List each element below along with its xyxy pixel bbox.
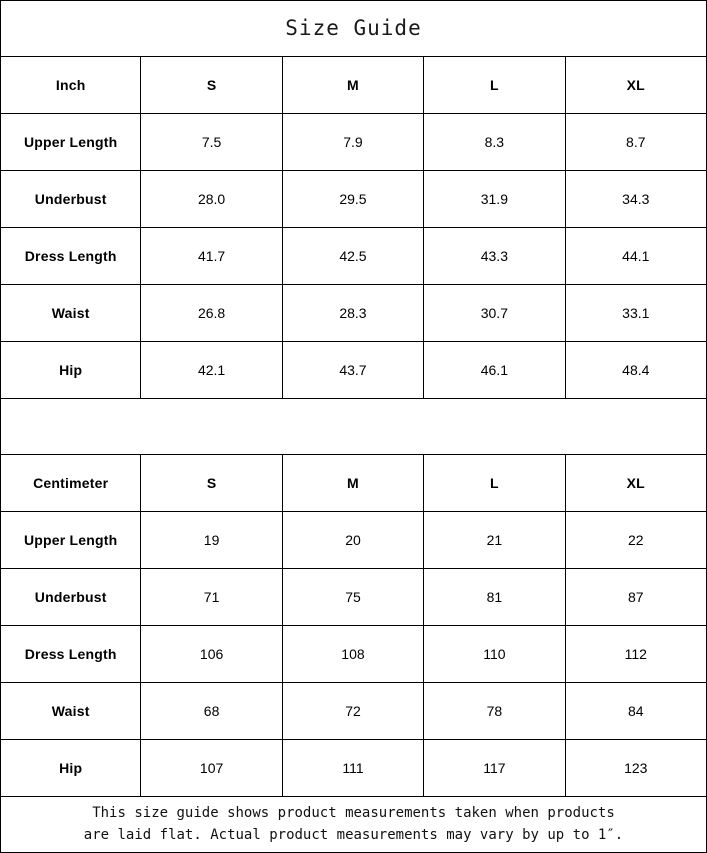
measurement-value: 22 bbox=[564, 511, 707, 569]
header-row-centimeter: Centimeter S M L XL bbox=[0, 454, 707, 512]
spacer-cell bbox=[0, 398, 707, 455]
column-header-l: L bbox=[423, 56, 566, 114]
measurement-value: 28.0 bbox=[140, 170, 283, 228]
measurement-value: 71 bbox=[140, 568, 283, 626]
measurement-value: 31.9 bbox=[423, 170, 566, 228]
measurement-value: 41.7 bbox=[140, 227, 283, 285]
measurement-value: 7.9 bbox=[281, 113, 425, 171]
table-row: Dress Length 106 108 110 112 bbox=[0, 625, 707, 683]
measurement-value: 29.5 bbox=[281, 170, 425, 228]
table-row: Hip 107 111 117 123 bbox=[0, 739, 707, 797]
row-label: Upper Length bbox=[0, 113, 142, 171]
measurement-value: 111 bbox=[281, 739, 425, 797]
measurement-value: 7.5 bbox=[140, 113, 283, 171]
footer-line1: This size guide shows product measuremen… bbox=[92, 804, 615, 821]
table-row: Upper Length 19 20 21 22 bbox=[0, 511, 707, 569]
column-header-m: M bbox=[281, 454, 425, 512]
measurement-value: 112 bbox=[564, 625, 707, 683]
measurement-value: 43.7 bbox=[281, 341, 425, 399]
title-cell: Size Guide bbox=[0, 0, 707, 57]
measurement-value: 19 bbox=[140, 511, 283, 569]
table-row: Upper Length 7.5 7.9 8.3 8.7 bbox=[0, 113, 707, 171]
footer-cell: This size guide shows product measuremen… bbox=[0, 796, 707, 853]
title-row: Size Guide bbox=[0, 0, 707, 57]
measurement-value: 48.4 bbox=[564, 341, 707, 399]
column-header-s: S bbox=[140, 454, 283, 512]
measurement-value: 42.1 bbox=[140, 341, 283, 399]
footer-note: This size guide shows product measuremen… bbox=[11, 803, 696, 846]
measurement-value: 21 bbox=[423, 511, 566, 569]
measurement-value: 8.3 bbox=[423, 113, 566, 171]
column-header-m: M bbox=[281, 56, 425, 114]
table-row: Waist 68 72 78 84 bbox=[0, 682, 707, 740]
row-label: Dress Length bbox=[0, 625, 142, 683]
measurement-value: 20 bbox=[281, 511, 425, 569]
row-label: Hip bbox=[0, 739, 142, 797]
measurement-value: 30.7 bbox=[423, 284, 566, 342]
measurement-value: 44.1 bbox=[564, 227, 707, 285]
table-row: Underbust 71 75 81 87 bbox=[0, 568, 707, 626]
measurement-value: 68 bbox=[140, 682, 283, 740]
column-header-l: L bbox=[423, 454, 566, 512]
row-label: Hip bbox=[0, 341, 142, 399]
measurement-value: 46.1 bbox=[423, 341, 566, 399]
row-label: Underbust bbox=[0, 170, 142, 228]
row-label: Underbust bbox=[0, 568, 142, 626]
measurement-value: 78 bbox=[423, 682, 566, 740]
measurement-value: 43.3 bbox=[423, 227, 566, 285]
measurement-value: 28.3 bbox=[281, 284, 425, 342]
row-label: Upper Length bbox=[0, 511, 142, 569]
row-label: Waist bbox=[0, 284, 142, 342]
column-header-s: S bbox=[140, 56, 283, 114]
measurement-value: 117 bbox=[423, 739, 566, 797]
measurement-value: 106 bbox=[140, 625, 283, 683]
table-row: Dress Length 41.7 42.5 43.3 44.1 bbox=[0, 227, 707, 285]
measurement-value: 75 bbox=[281, 568, 425, 626]
unit-label-inch: Inch bbox=[0, 56, 142, 114]
footer-row: This size guide shows product measuremen… bbox=[0, 796, 707, 853]
measurement-value: 26.8 bbox=[140, 284, 283, 342]
measurement-value: 107 bbox=[140, 739, 283, 797]
measurement-value: 72 bbox=[281, 682, 425, 740]
measurement-value: 87 bbox=[564, 568, 707, 626]
spacer-row bbox=[0, 398, 707, 455]
table-row: Hip 42.1 43.7 46.1 48.4 bbox=[0, 341, 707, 399]
measurement-value: 34.3 bbox=[564, 170, 707, 228]
row-label: Waist bbox=[0, 682, 142, 740]
column-header-xl: XL bbox=[564, 454, 707, 512]
table-row: Waist 26.8 28.3 30.7 33.1 bbox=[0, 284, 707, 342]
footer-line2: are laid flat. Actual product measuremen… bbox=[83, 826, 624, 843]
column-header-xl: XL bbox=[564, 56, 707, 114]
measurement-value: 81 bbox=[423, 568, 566, 626]
measurement-value: 123 bbox=[564, 739, 707, 797]
header-row-inch: Inch S M L XL bbox=[0, 56, 707, 114]
measurement-value: 33.1 bbox=[564, 284, 707, 342]
measurement-value: 8.7 bbox=[564, 113, 707, 171]
table-row: Underbust 28.0 29.5 31.9 34.3 bbox=[0, 170, 707, 228]
measurement-value: 84 bbox=[564, 682, 707, 740]
row-label: Dress Length bbox=[0, 227, 142, 285]
measurement-value: 110 bbox=[423, 625, 566, 683]
page-title: Size Guide bbox=[285, 15, 422, 40]
unit-label-centimeter: Centimeter bbox=[0, 454, 142, 512]
measurement-value: 42.5 bbox=[281, 227, 425, 285]
measurement-value: 108 bbox=[281, 625, 425, 683]
